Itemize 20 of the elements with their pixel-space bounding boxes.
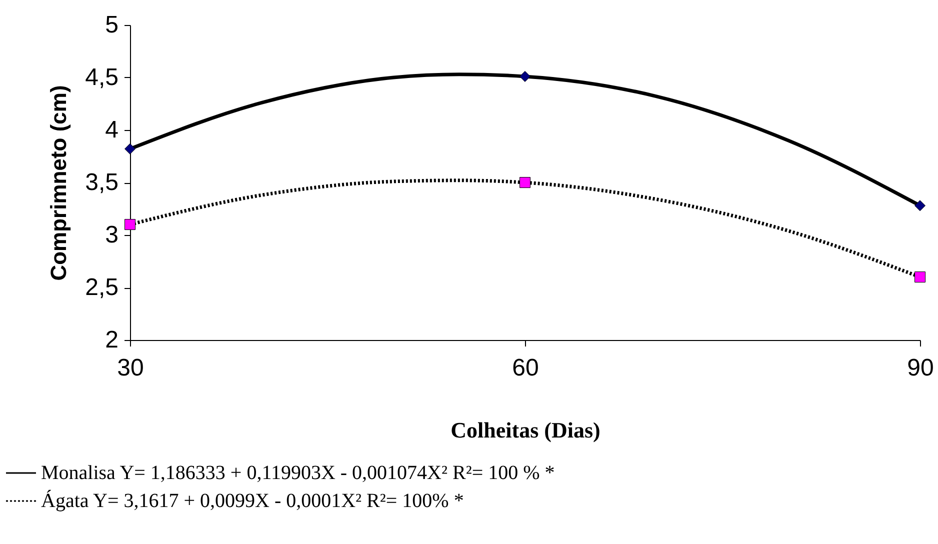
point [914, 272, 926, 282]
x-tick-label: 30 [117, 354, 144, 382]
y-tick-label: 5 [105, 12, 118, 38]
y-axis-title: Comprimneto (cm) [46, 85, 72, 281]
y-tick-label: 3 [105, 222, 118, 248]
point [124, 143, 136, 154]
y-tick-label: 2,5 [85, 274, 118, 301]
point [914, 200, 926, 212]
y-tick-label: 4 [105, 116, 118, 144]
point [124, 219, 136, 230]
x-axis-title: Colheitas (Dias) [450, 418, 600, 442]
y-tick-label: 3,5 [85, 169, 118, 196]
legend-label: Monalisa Y= 1,186333 + 0,119903X - 0,001074X² R²= 100 % * [41, 462, 555, 484]
x-tick-label: 90 [907, 354, 934, 382]
point [520, 177, 530, 188]
point [520, 70, 530, 82]
legend-label: Ágata Y= 3,1617 + 0,0099X - 0,0001X² R²= 100% * [41, 489, 464, 512]
y-tick-label: 4,5 [85, 64, 118, 91]
x-tick-label: 60 [512, 354, 539, 382]
y-tick-label: 2 [105, 326, 118, 354]
